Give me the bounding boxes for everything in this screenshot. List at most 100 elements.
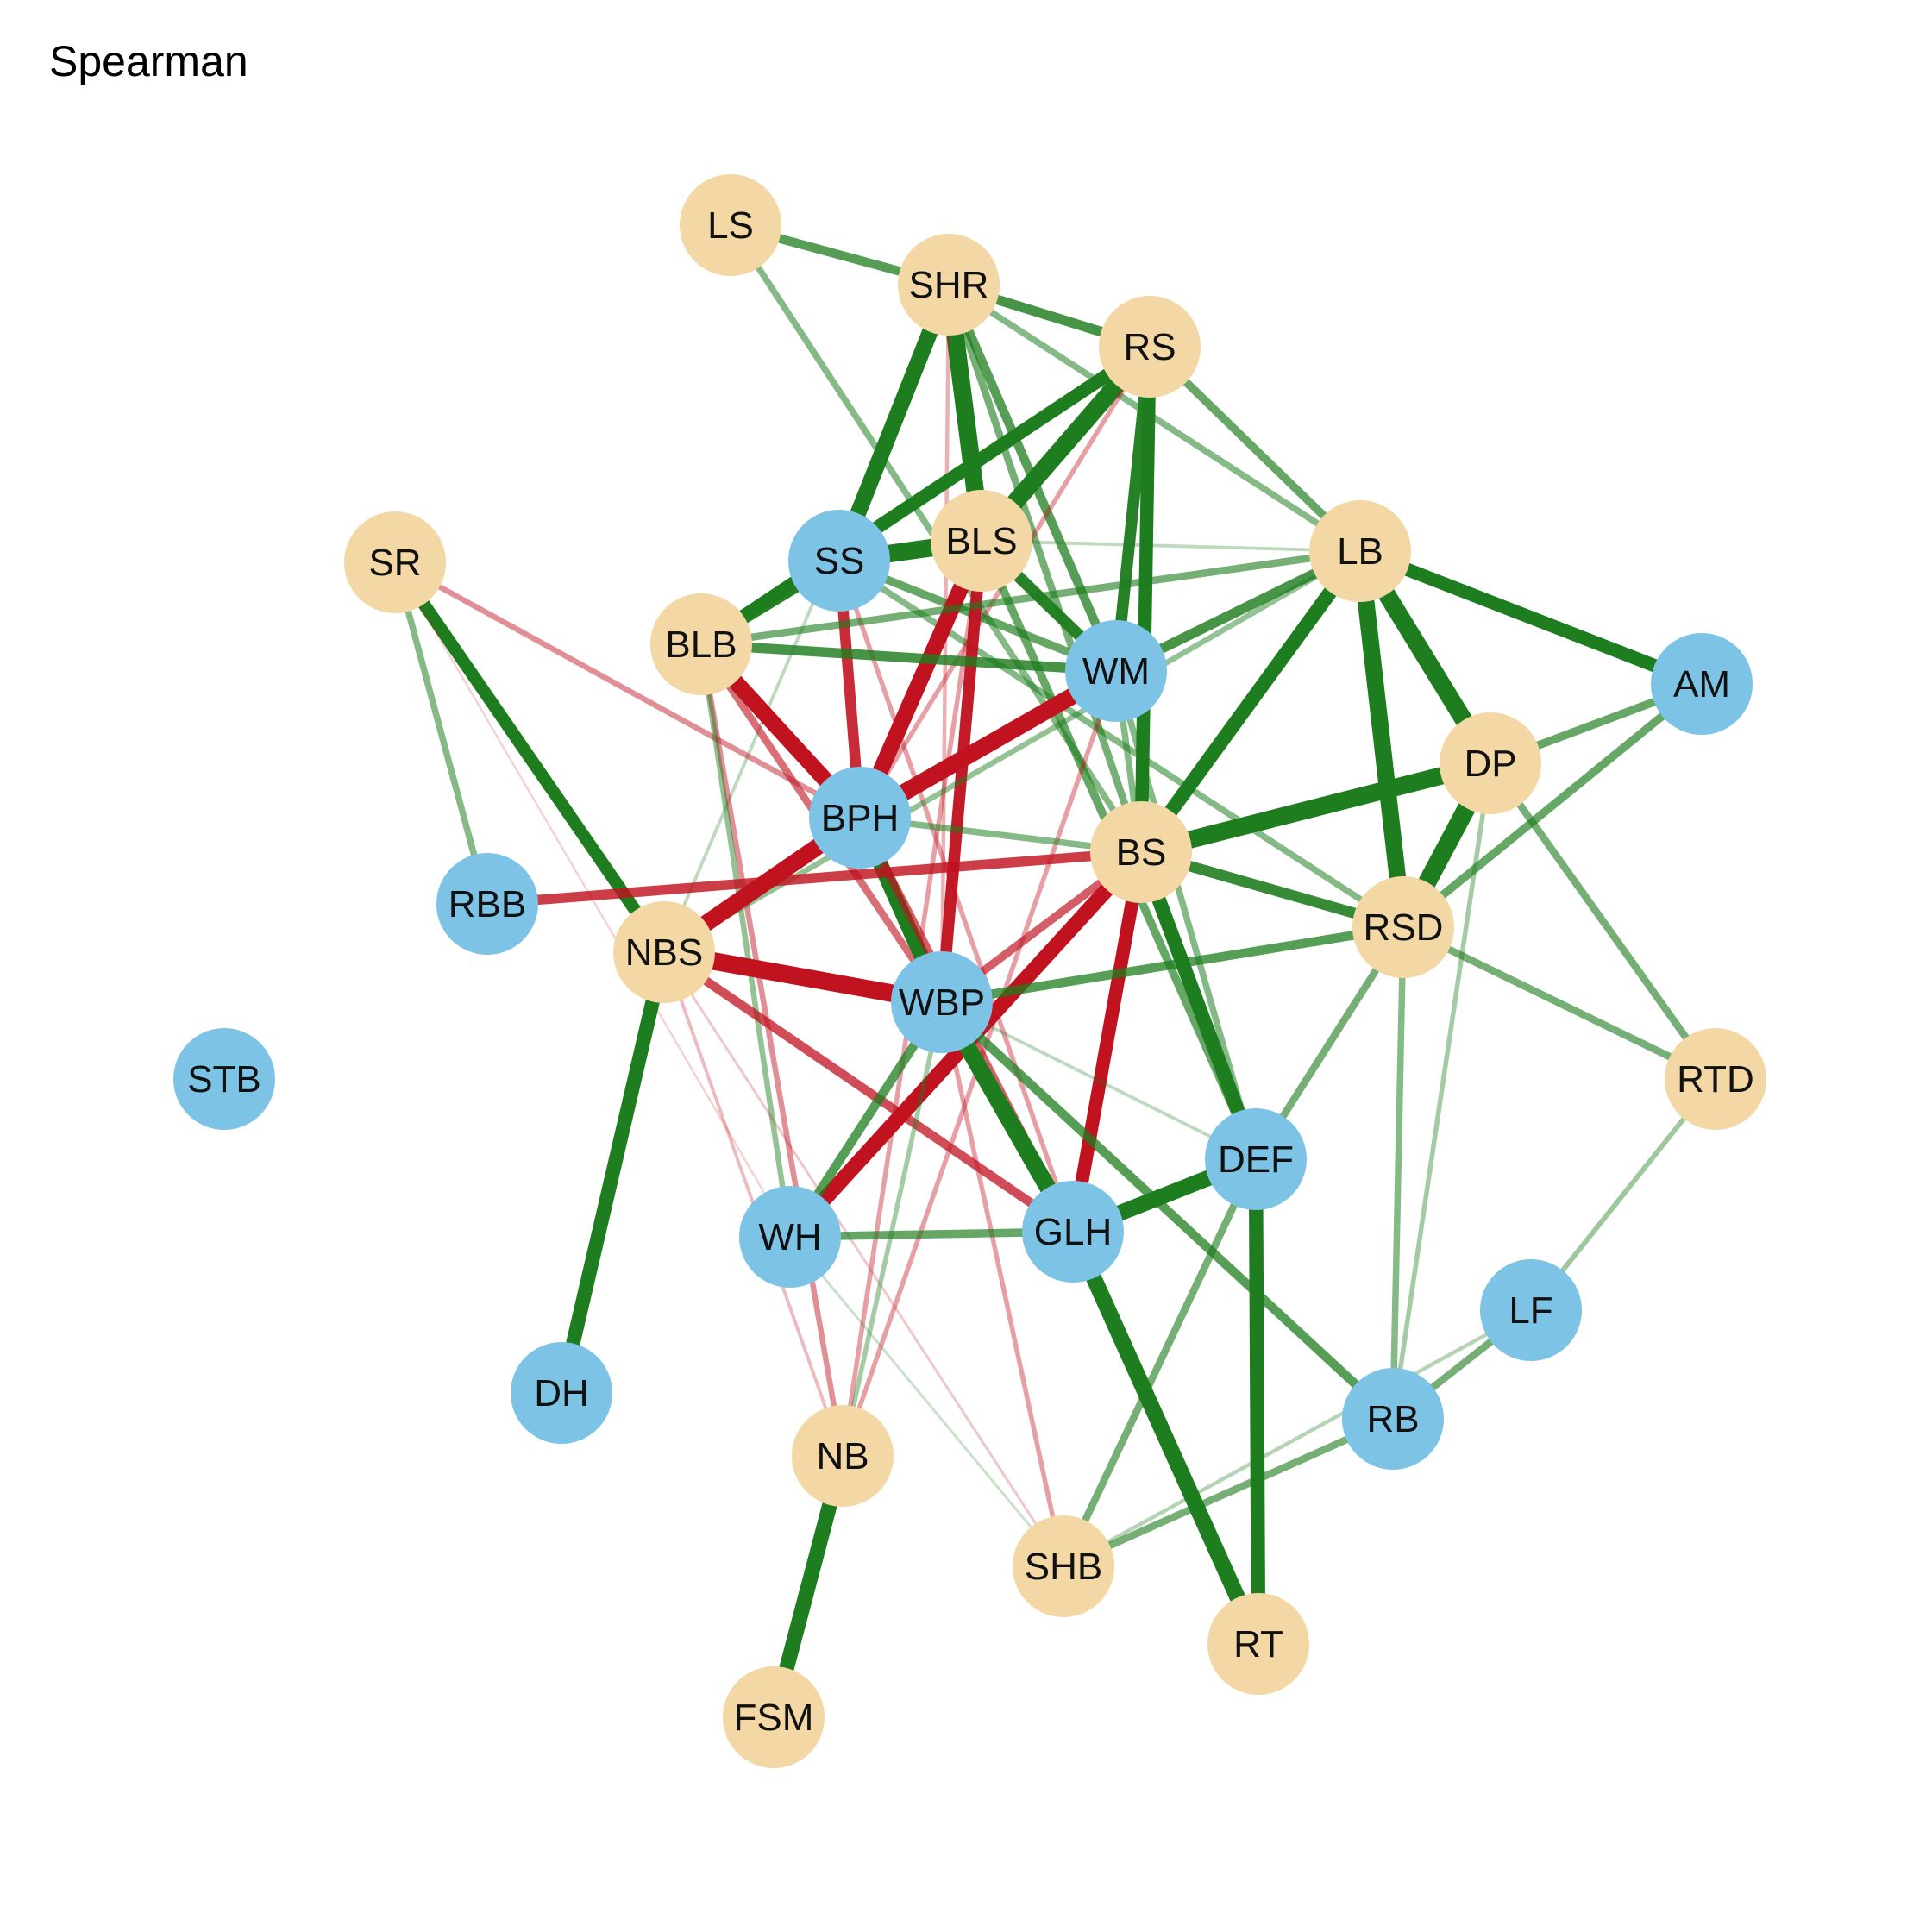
node-NBS: NBS	[613, 901, 715, 1003]
node-label-SS: SS	[814, 540, 865, 582]
edge-BLS-WBP	[936, 540, 988, 1003]
edge-WBP-RB	[938, 999, 1396, 1422]
node-WBP: WBP	[891, 951, 993, 1053]
node-label-BLB: BLB	[665, 624, 737, 666]
node-STB: STB	[173, 1028, 275, 1130]
node-circle-RSD	[1352, 876, 1454, 978]
node-circle-RTD	[1665, 1028, 1766, 1130]
edge-BLB-WM	[700, 639, 1117, 676]
node-BLB: BLB	[650, 593, 752, 695]
node-circle-NBS	[613, 901, 715, 1003]
node-label-NBS: NBS	[625, 932, 703, 974]
node-circle-SHR	[898, 234, 1000, 336]
node-WM: WM	[1065, 620, 1167, 722]
edge-WBP-SHB	[939, 1001, 1066, 1567]
edge-BLB-WH	[698, 643, 794, 1238]
node-label-GLH: GLH	[1034, 1211, 1112, 1253]
edge-AM-RSD	[1400, 681, 1705, 931]
edge-BS-RBB	[486, 847, 1142, 909]
node-WH: WH	[739, 1186, 841, 1288]
node-circle-GLH	[1022, 1181, 1124, 1283]
node-label-WBP: WBP	[899, 982, 985, 1024]
node-label-RBB: RBB	[448, 883, 526, 925]
node-layer: LS SHR RS SR SS BLS LB BLB WM AM DP BPH BS RBB RSD NBS W…	[173, 174, 1766, 1768]
edge-SHR-NBS	[662, 284, 950, 953]
node-label-SHR: SHR	[909, 264, 989, 306]
node-AM: AM	[1651, 633, 1753, 735]
edge-BS-DEF	[1134, 850, 1263, 1162]
node-circle-BLS	[931, 490, 1032, 592]
node-label-BPH: BPH	[821, 797, 899, 839]
node-label-STB: STB	[187, 1058, 261, 1101]
node-circle-BLB	[650, 593, 752, 695]
edge-DP-BS	[1138, 755, 1493, 861]
edge-BLB-LB	[700, 547, 1361, 649]
node-circle-AM	[1651, 633, 1753, 735]
edge-DEF-RT	[1248, 1158, 1266, 1645]
node-label-SHB: SHB	[1025, 1546, 1102, 1588]
edge-SR-RBB	[392, 561, 491, 905]
node-BS: BS	[1090, 801, 1192, 903]
node-RB: RB	[1342, 1368, 1444, 1470]
node-circle-WH	[739, 1186, 841, 1288]
node-circle-RBB	[436, 853, 538, 955]
edge-layer	[390, 220, 1719, 1720]
node-SHR: SHR	[898, 234, 1000, 336]
edge-DEF-SHB	[1060, 1157, 1259, 1568]
node-circle-RB	[1342, 1368, 1444, 1470]
edge-LB-AM	[1358, 544, 1704, 691]
node-LS: LS	[680, 174, 781, 276]
edge-SS-RSD	[837, 557, 1406, 931]
node-RT: RT	[1208, 1593, 1309, 1695]
node-label-WH: WH	[758, 1216, 821, 1258]
node-DH: DH	[511, 1342, 612, 1444]
chart-title: Spearman	[49, 37, 248, 85]
node-circle-DP	[1440, 712, 1541, 814]
edge-SR-BPH	[393, 560, 862, 820]
node-BLS: BLS	[931, 490, 1032, 592]
edge-RSD-RB	[1389, 926, 1407, 1420]
edge-WH-SHB	[788, 1236, 1065, 1567]
edge-LF-SHB	[1062, 1308, 1533, 1568]
node-circle-WBP	[891, 951, 993, 1053]
node-circle-FSM	[723, 1666, 825, 1768]
edge-BLS-LB	[981, 539, 1361, 553]
node-label-RS: RS	[1123, 326, 1176, 368]
node-label-LB: LB	[1337, 530, 1383, 573]
node-label-DH: DH	[534, 1372, 589, 1414]
node-label-FSM: FSM	[734, 1697, 814, 1739]
node-label-SR: SR	[368, 542, 421, 584]
node-label-LS: LS	[707, 204, 754, 247]
node-RS: RS	[1099, 296, 1201, 398]
node-circle-WM	[1065, 620, 1167, 722]
node-circle-LS	[680, 174, 781, 276]
node-SHB: SHB	[1013, 1515, 1114, 1617]
node-circle-STB	[173, 1028, 275, 1130]
node-label-DP: DP	[1464, 743, 1516, 785]
edge-SR-NBS	[390, 558, 669, 957]
node-circle-NB	[792, 1405, 894, 1507]
node-label-RB: RB	[1366, 1398, 1419, 1440]
edge-WBP-NB	[840, 1001, 944, 1457]
edge-NBS-DH	[554, 950, 672, 1395]
node-label-RT: RT	[1233, 1623, 1283, 1665]
node-circle-BPH	[809, 767, 911, 869]
node-label-BS: BS	[1116, 831, 1167, 874]
edge-SHR-WBP	[939, 284, 951, 1003]
edge-DP-RTD	[1487, 761, 1719, 1082]
node-circle-SS	[788, 510, 890, 612]
node-label-DEF: DEF	[1218, 1138, 1294, 1181]
edge-RB-SHB	[1062, 1415, 1395, 1570]
node-circle-SR	[344, 511, 446, 613]
node-label-LF: LF	[1509, 1289, 1552, 1332]
node-circle-LF	[1480, 1259, 1582, 1361]
node-DEF: DEF	[1205, 1108, 1307, 1210]
node-label-RSD: RSD	[1364, 906, 1444, 949]
node-LF: LF	[1480, 1259, 1582, 1361]
node-label-BLS: BLS	[945, 520, 1017, 562]
edge-NBS-GLH	[662, 948, 1076, 1236]
node-BPH: BPH	[809, 767, 911, 869]
edge-BLB-NB	[698, 643, 846, 1457]
node-SS: SS	[788, 510, 890, 612]
